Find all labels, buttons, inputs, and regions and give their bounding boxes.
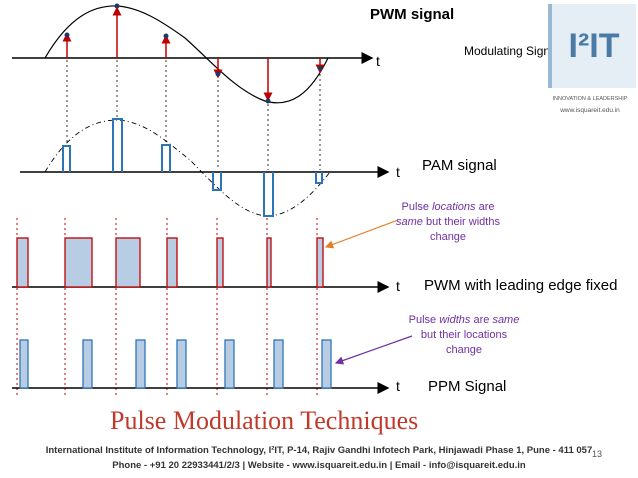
logo-tagline: INNOVATION & LEADERSHIP	[552, 96, 628, 102]
ppm-note-arrow	[334, 335, 413, 365]
t-label-modulating: t	[376, 53, 380, 69]
sample-dot	[265, 98, 271, 104]
pwm-pulse	[216, 237, 224, 288]
page-number: 13	[592, 449, 603, 459]
footer-address: International Institute of Information T…	[45, 445, 593, 456]
sample-dot	[215, 71, 221, 77]
sample-dot	[163, 33, 169, 39]
pwm-pulse	[266, 237, 272, 288]
pam-pulse	[161, 144, 171, 172]
ppm-note: Pulse widths are same but their location…	[408, 314, 520, 356]
sample-dots	[64, 3, 323, 104]
pwm-pulses	[16, 237, 324, 288]
pam-pulse	[315, 172, 323, 184]
modulating-signal-label: Modulating Signal	[464, 44, 560, 58]
pwm-signal-label: PWM with leading edge fixed	[424, 277, 618, 294]
guide-lines-top	[66, 60, 321, 170]
ppm-pulse	[135, 339, 146, 389]
t-label-pam: t	[396, 164, 400, 180]
pam-pulse	[62, 145, 71, 172]
ppm-pulse	[82, 339, 93, 389]
pam-pulse	[112, 118, 123, 172]
ppm-signal-label: PPM Signal	[428, 378, 507, 395]
footer-contact: Phone - +91 20 22933441/2/3 | Website - …	[112, 460, 526, 471]
pwm-note: Pulse locations are same but their width…	[396, 201, 500, 243]
pwm-pulse	[64, 237, 93, 288]
i2it-logo: I²IT INNOVATION & LEADERSHIP www.isquare…	[548, 4, 636, 124]
pwm-pulse	[16, 237, 29, 288]
pwm-signal-heading: PWM signal	[370, 6, 455, 23]
logo-mark: I²IT	[548, 4, 636, 88]
pam-pulse	[212, 172, 222, 191]
t-label-pwm: t	[396, 278, 400, 294]
pwm-note-arrow	[324, 219, 399, 249]
sample-dot	[317, 65, 323, 71]
sample-dot	[64, 32, 70, 38]
pam-pulse	[263, 172, 274, 217]
pwm-pulse	[316, 237, 324, 288]
sample-dot	[114, 3, 120, 9]
ppm-pulse	[273, 339, 284, 389]
logo-url: www.isquareit.edu.in	[560, 107, 620, 114]
ppm-pulse	[176, 339, 187, 389]
pam-envelope	[44, 119, 331, 217]
ppm-pulse	[321, 339, 332, 389]
ppm-pulse	[19, 339, 29, 389]
pam-signal-label: PAM signal	[422, 157, 497, 174]
ppm-pulse	[224, 339, 235, 389]
pwm-pulse	[115, 237, 141, 288]
sample-arrows	[62, 6, 325, 102]
slide-title: Pulse Modulation Techniques	[110, 406, 419, 435]
pwm-pulse	[166, 237, 178, 288]
ppm-pulses	[19, 339, 332, 389]
t-label-ppm: t	[396, 378, 400, 394]
modulating-sine-wave	[44, 5, 329, 104]
pam-pulses	[62, 118, 323, 217]
